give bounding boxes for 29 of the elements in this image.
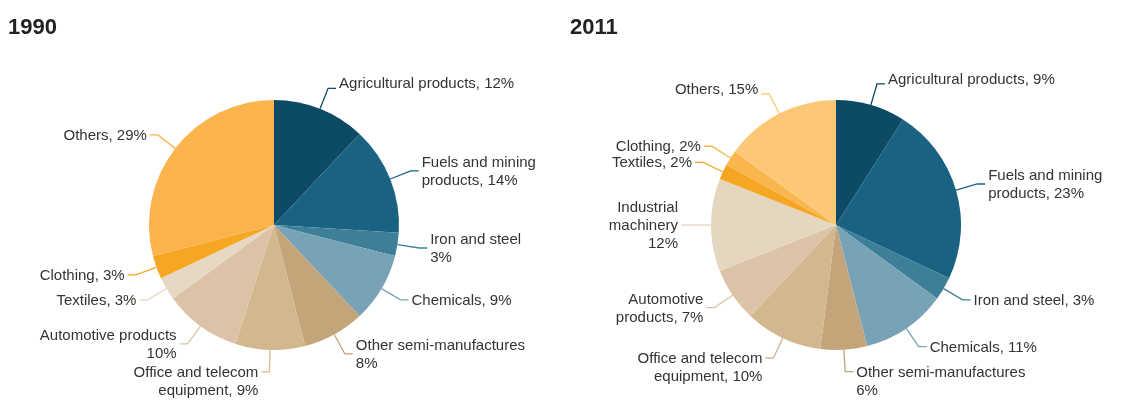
data-label: 12%	[647, 234, 678, 251]
slice-label: Automotive products, 7%	[615, 289, 704, 325]
slice-label: Chemicals, 9%	[411, 290, 512, 308]
slice-label: Other semi-manufactures	[856, 362, 1026, 380]
slice-label: Other semi-manufactures	[355, 335, 526, 353]
chart-title: 2011	[570, 14, 618, 40]
slice-label: Iron and steel, 3%	[973, 290, 1095, 308]
slice-label: Clothing, 2%	[615, 137, 701, 155]
slice-label: Office and telecom equipment, 9%	[133, 362, 259, 398]
slice-label: Industrial machinery	[608, 198, 679, 233]
slice-label: Office and telecom equipment, 10%	[637, 349, 763, 385]
slice-label: Others, 29%	[63, 125, 147, 143]
slice-label: Fuels and mining products, 23%	[988, 165, 1103, 201]
data-label: 8%	[355, 353, 378, 371]
data-label: 10%	[146, 343, 177, 361]
chart-title: 1990	[8, 14, 57, 40]
pie-slice	[149, 100, 274, 257]
slice-label: Chemicals, 11%	[929, 337, 1037, 355]
slice-label: Textiles, 2%	[611, 153, 692, 171]
data-label: 6%	[856, 380, 878, 398]
data-label: 3%	[430, 248, 452, 265]
slice-label: Fuels and mining products, 14%	[421, 152, 536, 188]
slice-label: Textiles, 3%	[56, 290, 137, 308]
slice-label: Iron and steel	[430, 230, 522, 247]
slice-label: Agricultural products, 12%	[339, 74, 515, 92]
slice-label: Agricultural products, 9%	[888, 69, 1055, 87]
slice-label: Others, 15%	[674, 80, 759, 98]
slice-label: Clothing, 3%	[39, 265, 125, 283]
slice-label: Automotive products	[39, 325, 177, 343]
